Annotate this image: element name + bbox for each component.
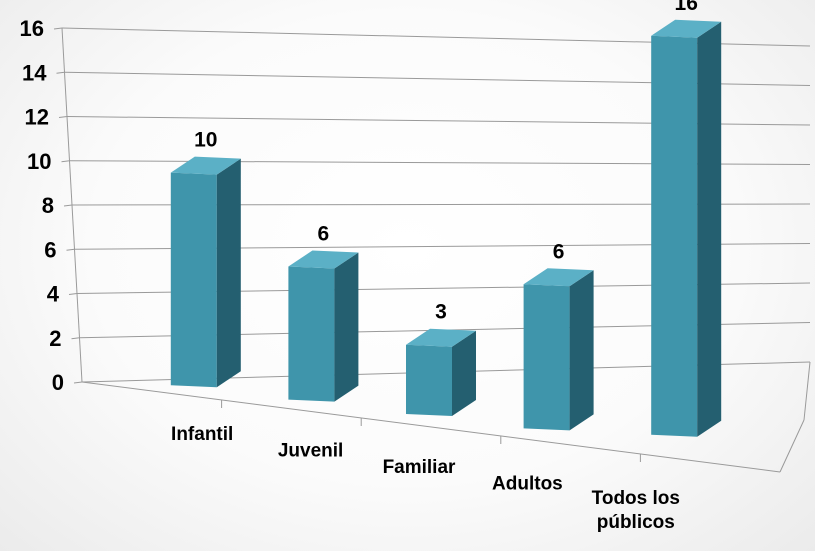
chart-axes <box>53 27 811 473</box>
floor-right-edge <box>779 419 805 473</box>
bar <box>651 35 698 437</box>
y-tick-label: 4 <box>47 282 60 307</box>
y-tick-label: 6 <box>44 237 56 262</box>
bar <box>288 266 335 402</box>
y-tick-label: 8 <box>42 193 54 218</box>
y-tick-mark <box>63 204 73 207</box>
y-tick-label: 12 <box>25 105 49 130</box>
bar-top <box>170 156 241 175</box>
data-label: 3 <box>435 301 447 324</box>
y-tick-mark <box>71 337 80 340</box>
y-tick-label: 14 <box>22 60 47 85</box>
bar-top <box>651 19 722 38</box>
x-axis-line <box>81 381 781 473</box>
y-tick-mark <box>58 116 68 118</box>
y-tick-label: 0 <box>52 370 64 395</box>
y-tick-mark <box>56 71 65 74</box>
x-tick-label: Juvenil <box>278 441 343 462</box>
floor-back-edge <box>803 361 811 421</box>
bar <box>406 344 452 416</box>
y-tick-label: 16 <box>20 16 44 41</box>
y-tick-label: 2 <box>49 326 61 351</box>
data-label: 10 <box>194 129 217 152</box>
x-tick-label: Infantil <box>171 424 233 445</box>
bar <box>523 284 570 431</box>
y-tick-label: 10 <box>27 149 51 174</box>
bar-side <box>452 330 476 416</box>
x-tick-label: Familiar <box>383 457 456 478</box>
data-label: 6 <box>318 223 330 246</box>
bar-side <box>334 252 359 402</box>
bar <box>170 172 217 388</box>
x-tick-label: Todos los públicos <box>592 488 680 533</box>
y-tick-mark <box>53 27 63 30</box>
bar-side <box>697 21 722 437</box>
data-label: 6 <box>553 240 565 263</box>
data-labels: 10 6 3 6 16 <box>194 0 698 324</box>
data-label: 16 <box>675 0 698 15</box>
bar-top <box>288 250 359 269</box>
x-axis-labels: Infantil Juvenil Familiar Adultos Todos los p… <box>171 424 680 533</box>
y-tick-mark <box>66 248 75 251</box>
bars <box>170 19 722 437</box>
y-axis-ticks: 0 2 4 6 8 10 12 14 16 <box>20 16 64 395</box>
bar-top <box>406 328 476 347</box>
bar-side <box>216 158 241 388</box>
y-tick-mark <box>73 381 83 384</box>
y-tick-mark <box>68 293 78 295</box>
x-tick-label: Adultos <box>492 473 563 494</box>
y-tick-mark <box>61 160 70 163</box>
bar-side <box>569 270 594 431</box>
bar-top <box>523 268 594 287</box>
